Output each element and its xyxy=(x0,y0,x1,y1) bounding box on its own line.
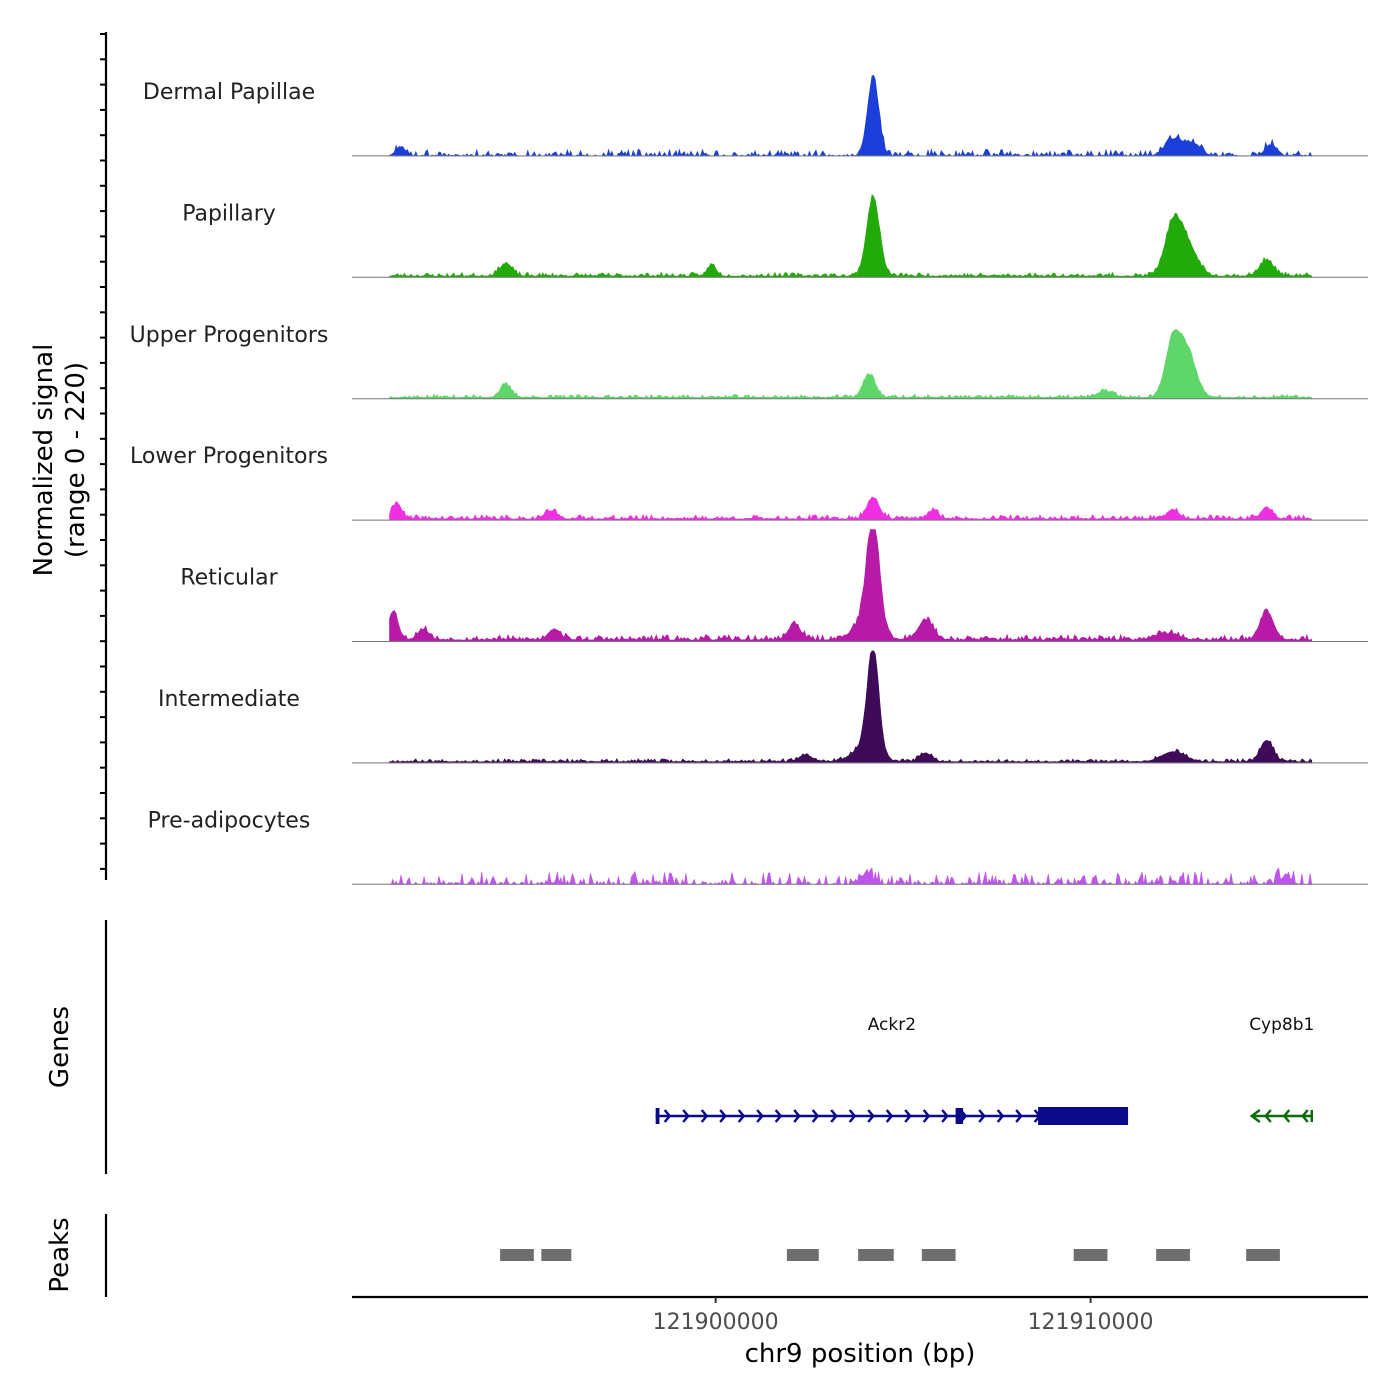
strand-arrow xyxy=(904,1109,912,1123)
peaks-track-label: Peaks xyxy=(45,1217,75,1292)
track-label: Intermediate xyxy=(158,687,300,712)
x-axis-ticks: 121900000 121910000 xyxy=(653,1297,1154,1335)
strand-arrow xyxy=(941,1109,949,1123)
strand-arrow xyxy=(1249,1109,1261,1123)
peak-region xyxy=(786,1249,819,1261)
gene-cyp8b1: Cyp8b1 xyxy=(1249,1015,1314,1123)
strand-arrow xyxy=(793,1109,801,1123)
strand-arrow xyxy=(922,1109,931,1123)
gene-name-label: Ackr2 xyxy=(868,1015,916,1035)
signal-area xyxy=(389,75,1313,158)
signal-area xyxy=(389,329,1313,399)
gene-exon xyxy=(1038,1107,1129,1125)
peak-region xyxy=(858,1249,894,1261)
signal-y-axis xyxy=(100,32,108,880)
track-label: Dermal Papillae xyxy=(143,80,315,105)
strand-arrow xyxy=(737,1109,746,1123)
gene-models: Ackr2 Cyp8b1 xyxy=(655,1015,1314,1125)
peak-regions xyxy=(500,1249,1280,1261)
track-intermediate: Intermediate xyxy=(158,650,1368,764)
genes-track-label: Genes xyxy=(45,1006,75,1088)
genes-panel: Genes Ackr2 Cyp8b1 xyxy=(45,920,1314,1174)
peaks-panel: Peaks xyxy=(45,1214,1280,1297)
strand-arrow xyxy=(811,1109,820,1123)
track-label: Lower Progenitors xyxy=(130,444,328,469)
strand-arrow xyxy=(700,1109,709,1123)
track-papillary: Papillary xyxy=(182,193,1368,278)
strand-arrow xyxy=(1264,1109,1272,1123)
track-label: Pre-adipocytes xyxy=(148,808,311,833)
track-label: Reticular xyxy=(180,566,278,591)
signal-area xyxy=(389,529,1313,642)
strand-arrow xyxy=(1015,1109,1023,1123)
strand-arrow xyxy=(1301,1109,1309,1123)
signal-y-axis-label: Normalized signal (range 0 - 220) xyxy=(29,344,91,577)
track-reticular: Reticular xyxy=(180,529,1368,642)
strand-arrow xyxy=(1282,1109,1291,1123)
strand-arrow xyxy=(978,1109,986,1123)
strand-arrow xyxy=(774,1109,783,1123)
signal-area xyxy=(389,193,1313,278)
track-pre-adipocytes: Pre-adipocytes xyxy=(148,808,1368,886)
strand-arrow xyxy=(682,1109,690,1123)
peak-region xyxy=(1156,1249,1190,1261)
x-tick-label: 121900000 xyxy=(653,1310,779,1335)
gene-name-label: Cyp8b1 xyxy=(1249,1015,1314,1035)
x-tick-label: 121910000 xyxy=(1028,1310,1154,1335)
signal-area xyxy=(389,867,1313,886)
strand-arrow xyxy=(996,1109,1005,1123)
track-label: Upper Progenitors xyxy=(130,323,329,348)
y-axis-label-line1: Normalized signal xyxy=(29,344,59,577)
track-lower-progenitors: Lower Progenitors xyxy=(130,444,1368,521)
peak-region xyxy=(921,1249,956,1261)
gene-ackr2: Ackr2 xyxy=(655,1015,1129,1125)
track-dermal-papillae: Dermal Papillae xyxy=(143,75,1368,158)
peak-region xyxy=(1073,1249,1108,1261)
strand-arrow xyxy=(867,1109,875,1123)
x-axis: 121900000 121910000 chr9 position (bp) xyxy=(352,1295,1368,1369)
strand-arrow xyxy=(830,1109,838,1123)
x-axis-title: chr9 position (bp) xyxy=(745,1339,976,1369)
strand-arrow xyxy=(719,1109,727,1123)
signal-area xyxy=(389,650,1313,764)
y-axis-label-line2: (range 0 - 220) xyxy=(61,362,91,558)
signal-area xyxy=(389,496,1313,521)
gene-exon xyxy=(655,1108,660,1124)
strand-arrow xyxy=(885,1109,894,1123)
strand-arrow xyxy=(848,1109,857,1123)
strand-arrow xyxy=(756,1109,764,1123)
gene-exon xyxy=(955,1108,964,1124)
track-upper-progenitors: Upper Progenitors xyxy=(130,323,1368,400)
signal-tracks: Dermal Papillae Papillary Upper Progenitor… xyxy=(130,75,1368,886)
track-label: Papillary xyxy=(182,201,276,226)
strand-arrow xyxy=(663,1109,672,1123)
peak-region xyxy=(500,1249,534,1261)
peak-region xyxy=(541,1249,572,1261)
peak-region xyxy=(1246,1249,1280,1261)
